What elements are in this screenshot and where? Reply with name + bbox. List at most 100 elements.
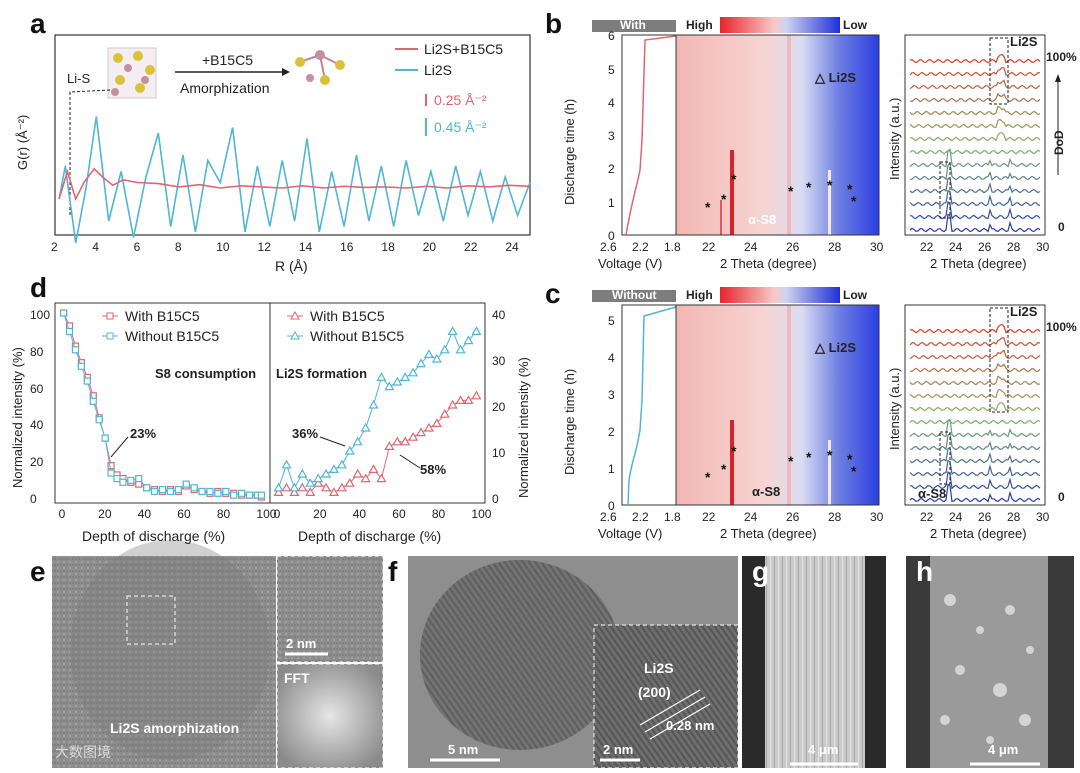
d-left-marker: [166, 487, 175, 496]
d-right-marker: [431, 418, 442, 427]
c-xrd-pattern: [909, 362, 1041, 373]
a-arrow-bottom-label: Amorphization: [180, 80, 270, 96]
d-left-marker: [214, 489, 222, 497]
c-cbar-low: Low: [843, 288, 867, 302]
b-xrd-heatmap: [676, 35, 879, 235]
svg-text:*: *: [705, 469, 711, 485]
d-right-marker: [415, 427, 427, 437]
svg-text:*: *: [806, 179, 812, 195]
c-xrd-pattern: [910, 431, 1041, 451]
c-xrd-pattern: [909, 375, 1041, 386]
c-xrd-li2s: Li2S: [1010, 304, 1038, 319]
panel-letter-d: d: [30, 272, 48, 303]
d-right-marker: [352, 436, 363, 446]
d-right-marker: [289, 482, 300, 492]
d-right-ytick-10: 10: [492, 446, 506, 460]
d-left-marker: [206, 487, 214, 496]
b-xrd-tick-30: 30: [1036, 240, 1050, 254]
b-theta-tick-24: 24: [744, 240, 758, 254]
b-xrd-pattern: [909, 149, 1041, 155]
a-xtick-16: 16: [340, 240, 354, 254]
c-volt-tick-2: 1.8: [664, 510, 681, 524]
d-right-marker: [463, 395, 474, 404]
d-left-marker: [135, 475, 143, 483]
d-legend-marker-3: [290, 330, 300, 340]
e-inset-scale: 2 nm: [286, 636, 317, 651]
b-xrd-pattern: [909, 189, 1041, 207]
b-li2s-label: △ Li2S: [815, 70, 857, 85]
c-xrd-pattern: [909, 388, 1041, 399]
d-left-xlabel: Depth of discharge (%): [82, 528, 226, 544]
d-right-marker: [439, 344, 450, 354]
d-left-marker: [174, 486, 182, 494]
panel-letter-b: b: [545, 8, 563, 39]
a-xtick-22: 22: [464, 240, 478, 254]
d-legend-marker-0: [106, 312, 114, 320]
d-right-marker: [384, 441, 395, 450]
d-left-ytick-80: 80: [30, 344, 44, 359]
d-left-marker: [107, 462, 115, 470]
c-xrd-tick-24: 24: [949, 510, 963, 524]
d-left-marker: [83, 377, 91, 385]
d-right-marker: [360, 473, 371, 483]
d-right-marker: [305, 477, 316, 487]
d-left-ylabel: Normalized intensity (%): [10, 347, 25, 488]
c-theta-tick-24: 24: [744, 510, 758, 524]
b-theta-tick-26: 26: [786, 240, 800, 254]
d-right-marker: [297, 468, 308, 478]
b-xrd-pattern: [909, 79, 1041, 90]
a-xtick-20: 20: [422, 240, 437, 254]
b-ylabel: Discharge time (h): [562, 98, 577, 205]
d-right-marker: [392, 436, 403, 446]
d-left-marker: [127, 476, 135, 485]
d-left-ytick-0: 0: [30, 492, 37, 506]
d-legend-marker-1: [106, 332, 114, 340]
c-xrd-pattern: [909, 323, 1041, 334]
svg-text:*: *: [731, 171, 737, 187]
d-left-marker: [71, 346, 80, 354]
d-right-marker: [281, 482, 292, 492]
b-xrd-pattern: [910, 161, 1041, 181]
svg-text:*: *: [851, 463, 857, 479]
d-right-marker: [352, 468, 363, 478]
c-volt-xlabel: Voltage (V): [598, 526, 663, 541]
e-fft-image: [277, 664, 383, 768]
b-xrd-tick-24: 24: [949, 240, 963, 254]
d-left-marker: [101, 434, 109, 442]
d-right-ytick-0: 0: [492, 492, 499, 506]
c-theta-tick-22: 22: [702, 510, 716, 524]
f-plane-label: (200): [638, 684, 671, 700]
b-cbar-low: Low: [843, 18, 867, 32]
b-colorbar: [720, 17, 840, 33]
d-left-ytick-100: 100: [30, 308, 51, 322]
d-left-marker: [230, 491, 238, 499]
d-s8-title: S8 consumption: [155, 366, 257, 381]
c-theta-tick-26: 26: [786, 510, 800, 524]
d-legend-right-without: Without B15C5: [310, 328, 405, 344]
a-legend-li2s-b15c5: Li2S+B15C5: [424, 41, 504, 57]
b-volt-tick-2: 1.8: [664, 240, 681, 254]
d-left-marker: [182, 480, 190, 488]
d-right-marker: [289, 487, 300, 496]
c-ylabel: Discharge time (h): [562, 368, 577, 475]
e-watermark: 大数图境: [55, 744, 111, 760]
c-xrd-pattern: [909, 446, 1041, 464]
d-right-marker: [336, 482, 347, 492]
c-without-tag: [592, 290, 676, 302]
b-xrd-pattern: [909, 213, 1041, 233]
d-right-marker: [423, 349, 434, 358]
c-xrd-pattern: [909, 419, 1041, 425]
c-s8-label: α-S8: [752, 484, 781, 499]
b-xrd-ylabel: Intensity (a.u.): [887, 97, 902, 180]
d-right-marker: [344, 445, 355, 455]
d-right-ytick-40: 40: [492, 308, 506, 322]
c-xrd-tick-22: 22: [920, 510, 934, 524]
f-inset-hrtem: [594, 625, 738, 768]
c-xrd-pattern: [909, 470, 1041, 490]
d-left-marker: [113, 475, 121, 483]
c-dod-bottom: 0: [1058, 490, 1065, 504]
b-volt-tick-1: 2.2: [632, 240, 649, 254]
b-xrd-pattern: [909, 132, 1041, 142]
d-right-marker: [439, 408, 450, 418]
c-theta-tick-28: 28: [828, 510, 842, 524]
